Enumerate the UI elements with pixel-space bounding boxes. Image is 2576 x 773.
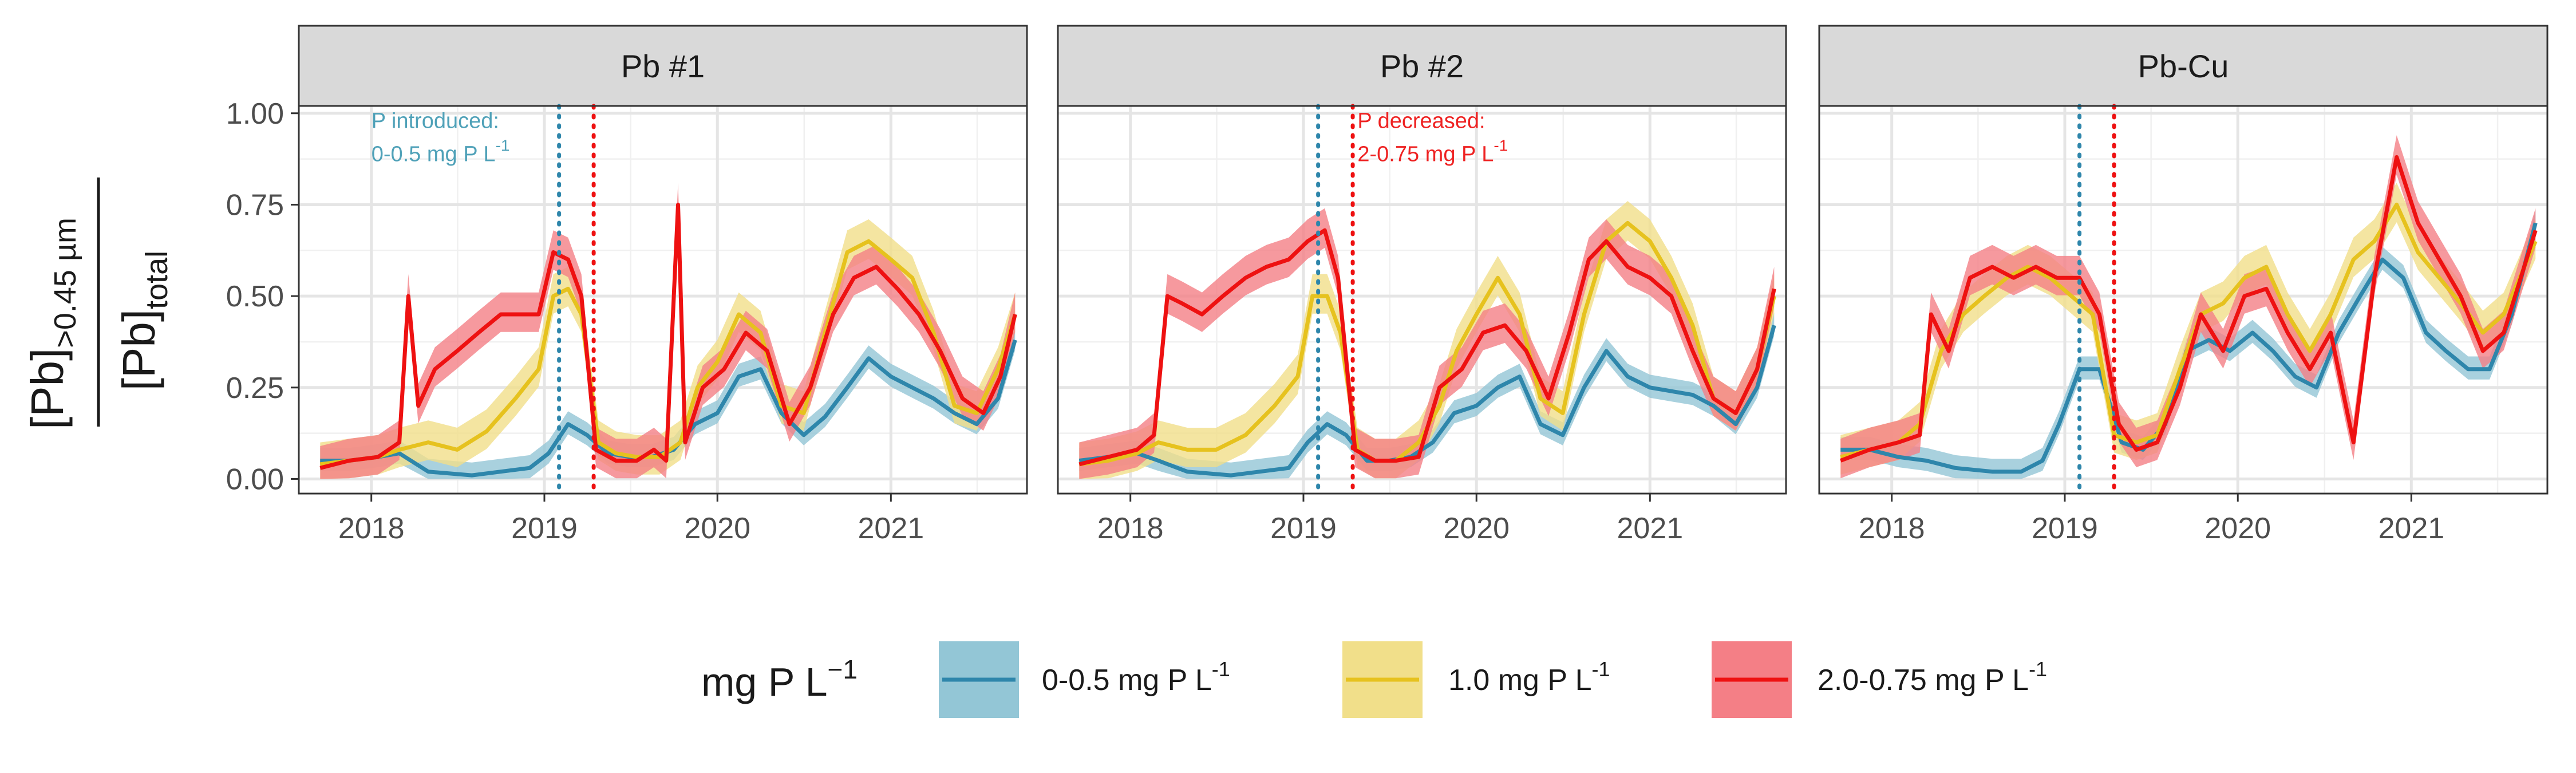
series-line-mid [1078, 220, 1776, 467]
strip-background [1057, 25, 1787, 107]
series-line-high [319, 202, 1017, 470]
y-axis-title: [Pb]>0.45 µm [Pb]total [22, 178, 174, 429]
series-line-low [320, 339, 1017, 478]
panel-2: Pb-Cu 2018 2019 2020 2021 [1818, 25, 2549, 545]
y-tick-label: 0.75 [226, 188, 284, 222]
legend: mg P L−1 0-0.5 mg P L-1 1.0 mg P L-1 2.0… [701, 641, 2047, 718]
panel-border [298, 105, 1028, 495]
series-line-low [1840, 222, 2538, 474]
legend-label-low: 0-0.5 mg P L-1 [1042, 657, 1230, 697]
annotation-line1: P introduced: [372, 109, 499, 133]
panel-border [1057, 105, 1787, 495]
series-line-mid [319, 239, 1017, 467]
ribbon-mid [1079, 201, 1775, 479]
x-tick-label: 2018 [1097, 512, 1164, 545]
y-tick-label: 0.50 [226, 280, 284, 313]
legend-label-high: 2.0-0.75 mg P L-1 [1818, 657, 2047, 697]
annotation-sup: -1 [496, 136, 510, 154]
legend-item-high: 2.0-0.75 mg P L-1 [1712, 641, 2047, 718]
panel-background [1819, 106, 2547, 494]
strip-label: Pb #1 [621, 48, 705, 84]
x-tick-label: 2018 [1859, 512, 1925, 545]
y-tick-label: 1.00 [226, 97, 284, 131]
series-line-high [1078, 228, 1776, 467]
annotation-line1: P decreased: [1357, 109, 1485, 133]
legend-title: mg P L−1 [701, 654, 858, 704]
y-tick-label: 0.00 [226, 463, 284, 496]
legend-item-low: 0-0.5 mg P L-1 [939, 641, 1230, 718]
strip-background [1818, 25, 2549, 107]
x-tick-label: 2020 [1443, 512, 1510, 545]
series-line-low [1078, 325, 1776, 478]
x-tick-label: 2018 [338, 512, 405, 545]
x-tick-label: 2021 [1617, 512, 1683, 545]
series-line-mid [1840, 202, 2538, 459]
x-tick-label: 2020 [684, 512, 750, 545]
x-tick-label: 2021 [858, 512, 924, 545]
annotation-sup: -1 [1494, 136, 1508, 154]
strip-label: Pb-Cu [2138, 48, 2229, 84]
x-tick-label: 2019 [2032, 512, 2098, 545]
legend-item-mid: 1.0 mg P L-1 [1342, 641, 1610, 718]
x-tick-label: 2019 [511, 512, 578, 545]
y-title-numerator: [Pb]>0.45 µm [22, 218, 82, 429]
x-tick-label: 2021 [2378, 512, 2444, 545]
y-tick-label: 0.25 [226, 372, 284, 405]
x-tick-label: 2020 [2204, 512, 2271, 545]
series-line-high [1840, 155, 2538, 463]
ribbon-low [1079, 312, 1775, 479]
legend-label-mid: 1.0 mg P L-1 [1448, 657, 1610, 697]
strip-label: Pb #2 [1380, 48, 1464, 84]
x-tick-label: 2019 [1270, 512, 1337, 545]
y-title-denominator: [Pb]total [113, 251, 174, 391]
panel-border [1818, 105, 2549, 495]
